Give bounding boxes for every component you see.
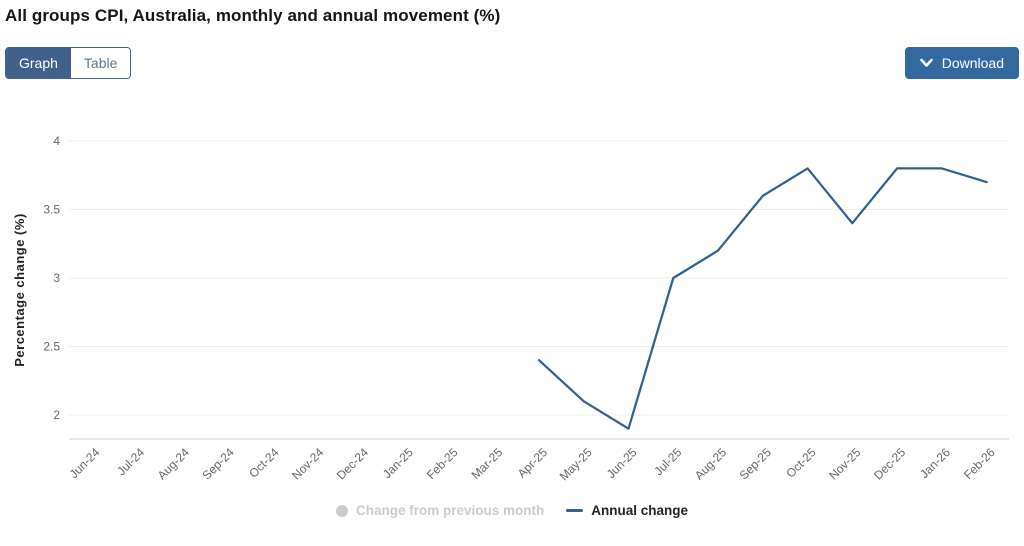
x-tick-label: Jun-25 bbox=[604, 445, 640, 481]
x-tick-label: Feb-25 bbox=[424, 445, 461, 482]
x-tick-label: Oct-24 bbox=[246, 445, 282, 481]
x-tick-label: Sep-25 bbox=[737, 445, 774, 482]
y-tick-label: 4 bbox=[53, 134, 60, 148]
x-tick-label: Apr-25 bbox=[515, 445, 551, 481]
x-tick-label: Nov-24 bbox=[289, 445, 326, 482]
download-button[interactable]: Download bbox=[904, 47, 1019, 79]
x-tick-label: Mar-25 bbox=[469, 445, 506, 482]
x-tick-label: Oct-25 bbox=[783, 445, 819, 481]
y-tick-label: 2 bbox=[53, 408, 60, 422]
x-tick-label: Sep-24 bbox=[200, 445, 237, 482]
y-tick-label: 3.5 bbox=[43, 203, 60, 217]
x-tick-label: Jan-26 bbox=[917, 445, 953, 481]
x-tick-label: Dec-24 bbox=[334, 445, 371, 482]
y-tick-label: 2.5 bbox=[43, 340, 60, 354]
chart-legend: Change from previous month Annual change bbox=[0, 503, 1024, 518]
x-tick-label: May-25 bbox=[557, 445, 595, 483]
y-tick-label: 3 bbox=[53, 271, 60, 285]
graph-table-toggle: Graph Table bbox=[5, 47, 132, 79]
legend-item-change-from-previous-month[interactable]: Change from previous month bbox=[335, 503, 545, 518]
x-tick-label: Aug-24 bbox=[155, 445, 192, 482]
y-axis-title: Percentage change (%) bbox=[12, 213, 27, 367]
annual-series-marker-icon bbox=[566, 509, 584, 512]
x-tick-label: Jan-25 bbox=[380, 445, 416, 481]
page-title: All groups CPI, Australia, monthly and a… bbox=[5, 6, 501, 25]
legend-label-monthly: Change from previous month bbox=[355, 503, 545, 518]
x-tick-label: Feb-26 bbox=[961, 445, 998, 482]
monthly-series-marker-icon bbox=[335, 504, 348, 517]
graph-tab-button[interactable]: Graph bbox=[6, 48, 71, 78]
x-tick-label: Nov-25 bbox=[826, 445, 863, 482]
download-label: Download bbox=[941, 55, 1004, 71]
x-tick-label: Jul-24 bbox=[114, 445, 147, 478]
legend-item-annual-change[interactable]: Annual change bbox=[566, 503, 688, 518]
table-tab-button[interactable]: Table bbox=[70, 48, 131, 78]
chevron-down-icon bbox=[919, 58, 933, 68]
x-tick-label: Dec-25 bbox=[871, 445, 908, 482]
legend-label-annual: Annual change bbox=[591, 503, 689, 518]
x-tick-label: Jun-24 bbox=[67, 445, 103, 481]
series-annual-change bbox=[537, 167, 988, 430]
x-tick-label: Jul-25 bbox=[651, 445, 684, 478]
x-tick-label: Aug-25 bbox=[692, 445, 729, 482]
